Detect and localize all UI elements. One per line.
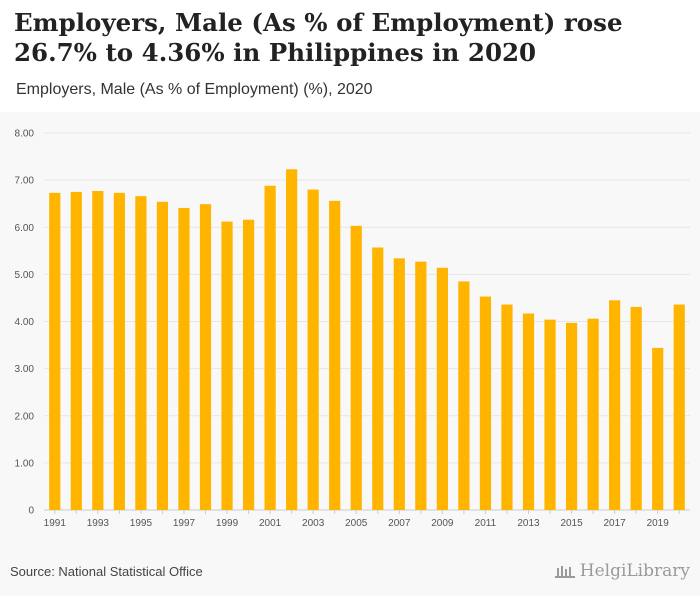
bar-2018[interactable] <box>630 306 642 510</box>
bar-1998[interactable] <box>199 204 212 510</box>
x-tick-label: 2013 <box>517 518 540 529</box>
x-tick-label: 2007 <box>388 518 411 529</box>
bar-2012[interactable] <box>501 304 513 510</box>
y-tick-label: 3.00 <box>15 364 35 375</box>
y-tick-label: 5.00 <box>15 270 35 281</box>
y-tick-label: 0 <box>28 506 34 517</box>
y-tick-label: 7.00 <box>15 176 35 187</box>
x-tick-label: 2009 <box>431 518 454 529</box>
bar-2017[interactable] <box>609 300 621 510</box>
y-tick-label: 2.00 <box>15 411 35 422</box>
bar-1994[interactable] <box>113 192 125 510</box>
x-tick-label: 2005 <box>345 518 368 529</box>
bar-2007[interactable] <box>393 258 405 510</box>
x-tick-label: 2001 <box>259 518 282 529</box>
x-tick-label: 2011 <box>475 518 497 529</box>
chart-subtitle: Employers, Male (As % of Employment) (%)… <box>16 81 373 98</box>
source-note: Source: National Statistical Office <box>10 564 203 579</box>
bar-2010[interactable] <box>458 281 470 510</box>
bar-2016[interactable] <box>587 318 599 510</box>
chart-title: Employers, Male (As % of Employment) ros… <box>14 8 623 67</box>
y-tick-label: 1.00 <box>15 458 35 469</box>
bar-2006[interactable] <box>372 247 384 511</box>
bar-2002[interactable] <box>286 169 298 510</box>
brand-name: HelgiLibrary <box>579 561 690 581</box>
bar-1999[interactable] <box>221 221 233 510</box>
x-tick-label: 1991 <box>44 518 67 529</box>
bar-1996[interactable] <box>156 201 169 510</box>
library-icon <box>554 566 575 578</box>
bar-2001[interactable] <box>264 185 276 510</box>
bar-1992[interactable] <box>70 191 82 510</box>
x-tick-label: 2017 <box>604 518 627 529</box>
bar-2013[interactable] <box>522 313 535 510</box>
bar-2009[interactable] <box>436 267 448 510</box>
bar-2004[interactable] <box>329 200 341 511</box>
y-tick-label: 4.00 <box>15 317 35 328</box>
x-tick-label: 2003 <box>302 518 325 529</box>
x-tick-label: 1997 <box>173 518 196 529</box>
bar-2014[interactable] <box>544 319 556 510</box>
bar-2000[interactable] <box>242 219 255 510</box>
bar-1991[interactable] <box>49 192 61 510</box>
bar-1997[interactable] <box>178 207 190 510</box>
x-tick-label: 2015 <box>560 518 583 529</box>
x-tick-label: 2019 <box>647 518 670 529</box>
bar-2005[interactable] <box>350 225 362 510</box>
bar-1995[interactable] <box>135 196 147 510</box>
x-tick-label: 1999 <box>216 518 239 529</box>
brand-logo[interactable]: HelgiLibrary <box>554 561 690 581</box>
bar-2008[interactable] <box>415 261 427 510</box>
y-tick-label: 8.00 <box>15 129 35 140</box>
bar-2011[interactable] <box>479 296 492 510</box>
y-tick-label: 6.00 <box>15 223 35 234</box>
bar-1993[interactable] <box>92 190 104 510</box>
x-tick-label: 1995 <box>130 518 153 529</box>
x-tick-label: 1993 <box>87 518 110 529</box>
bar-2020[interactable] <box>673 304 685 510</box>
bar-2003[interactable] <box>307 189 319 511</box>
bar-chart: 0 1.00 2.00 3.00 4.00 5.00 6.00 7.00 8.00 1991 199… <box>15 129 690 529</box>
bar-2015[interactable] <box>565 322 578 510</box>
bar-2019[interactable] <box>652 347 664 510</box>
